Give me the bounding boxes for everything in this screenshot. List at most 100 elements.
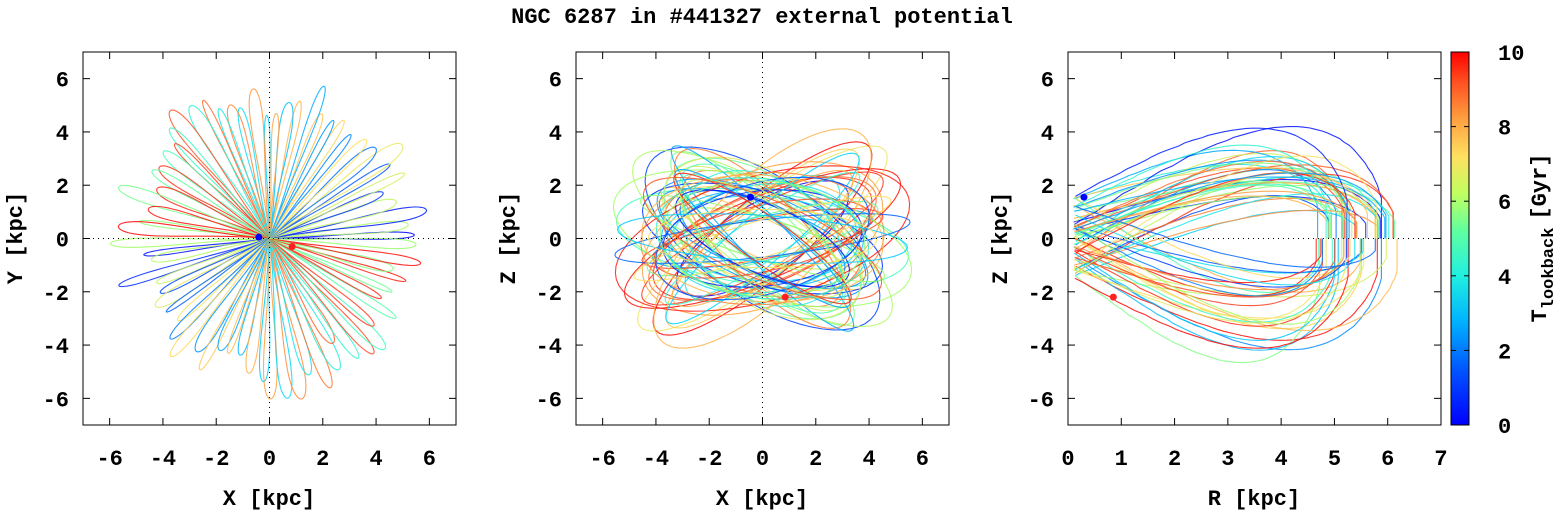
orbit-segment [1074,180,1331,239]
orbit-segment [268,100,302,239]
orbit-segment [245,238,271,374]
orbit-segment [268,113,324,239]
orbit-segment [269,238,360,359]
orbit-segment [640,194,885,283]
orbit-segment [655,177,870,300]
orbit-segment [217,108,271,239]
orbit-segment [614,213,911,264]
x-tick-label: 0 [756,447,769,472]
orbit-segment [617,213,908,264]
orbit-segment [1073,172,1387,239]
colorbar: 0 2 4 6 8 10 Tlookback [Gyr] [1450,42,1553,440]
y-tick-label: 0 [56,229,69,254]
orbit-segment [269,238,387,351]
y-axis-label: Z [kpc] [497,192,522,284]
y-tick-label: 0 [549,229,562,254]
x-tick-label: 0 [1061,447,1074,472]
marker-initial [1109,293,1117,301]
orbit-segment [633,195,892,282]
orbit-segment [668,183,857,294]
orbit-segment [269,237,407,283]
y-tick-label: -2 [43,282,69,307]
y-tick-label: -4 [536,335,562,360]
x-tick-label: -4 [643,447,669,472]
orbit-segment [1074,238,1336,298]
orbit-segment [269,238,375,355]
marker-present [1080,193,1088,201]
orbit-segment [1074,238,1349,349]
orbit-segment [655,176,870,301]
orbit-segment [237,238,271,356]
orbit-segment [269,142,404,239]
orbit-segment [1073,167,1376,239]
orbit-segment [1075,181,1396,239]
y-tick-label: 2 [1041,175,1054,200]
orbit-segment [1075,195,1329,239]
colorbar-label: Tlookback [Gyr] [1528,154,1553,323]
y-tick-label: 6 [56,69,69,94]
orbit-segment [659,180,866,297]
x-tick-label: -4 [150,447,176,472]
orbit-segment [269,238,382,300]
orbit-segment [1074,227,1348,288]
orbit-segment [1073,190,1357,239]
chart-title: NGC 6287 in #441327 external potential [511,5,1013,30]
x-tick-label: 2 [1168,447,1181,472]
orbit-segment [269,133,352,239]
orbit-segment [1074,238,1336,327]
x-tick-label: -2 [696,447,722,472]
orbit-segment [614,165,911,312]
colorbar-ticks: 0 2 4 6 8 10 [1451,42,1524,440]
orbit-segment [1073,159,1350,239]
x-tick-label: 4 [369,447,382,472]
colorbar-gradient [1450,51,1470,426]
x-tick-label: 3 [1221,447,1234,472]
orbit-segment [644,146,881,331]
colorbar-tick-label: 6 [1498,191,1511,216]
orbit-segment [1074,144,1327,239]
orbit-segment [268,85,326,239]
colorbar-tick-label: 8 [1498,117,1511,142]
y-tick-label: -2 [1028,282,1054,307]
orbit-segment [1076,164,1394,239]
x-tick-label: 1 [1115,447,1128,472]
y-tick-label: 0 [1041,229,1054,254]
orbit-segment [1074,160,1348,239]
orbit-segment [269,191,384,240]
y-tick-label: 2 [56,175,69,200]
colorbar-tick-label: 2 [1498,340,1511,365]
y-tick-label: -4 [43,335,69,360]
y-tick-label: 4 [56,122,69,147]
orbit-segment [269,238,375,327]
orbit-segment [1076,237,1398,332]
orbit-xy [109,85,428,400]
panel-xz: -6 -4 -2 0 2 4 6 -6 -4 -2 0 2 4 6 X [kpc] Z [kpc] [497,51,950,512]
orbit-segment [268,238,293,399]
orbit-segment [653,128,872,349]
orbit-segment [150,237,270,263]
x-tick-label: 2 [809,447,822,472]
orbit-segment [269,237,417,250]
orbit-segment [1075,183,1344,239]
colorbar-tick-label: 4 [1498,266,1511,291]
orbit-segment [109,237,270,248]
orbit-segment [1073,179,1381,239]
orbit-segment [169,238,270,358]
orbit-segment [1076,232,1364,274]
orbit-segment [173,143,270,239]
orbit-segment [1074,205,1376,268]
orbit-segment [1075,149,1319,239]
orbit-segment [269,237,393,293]
orbit-segment [675,189,850,288]
orbit-segment [248,88,271,239]
panel-xy: -6 -4 -2 0 2 4 6 -6 -4 -2 0 2 4 6 X [kpc] Y [kpc] [4,51,457,512]
orbit-segment [642,176,883,301]
orbit-segment [159,238,270,294]
x-axis-label: R [kpc] [1208,487,1300,512]
orbit-segment [226,238,271,354]
x-tick-label: 7 [1434,447,1447,472]
orbit-segment [1074,238,1387,298]
orbit-segment [663,157,862,320]
axes-xz: -6 -4 -2 0 2 4 6 -6 -4 -2 0 2 4 6 [536,51,950,472]
